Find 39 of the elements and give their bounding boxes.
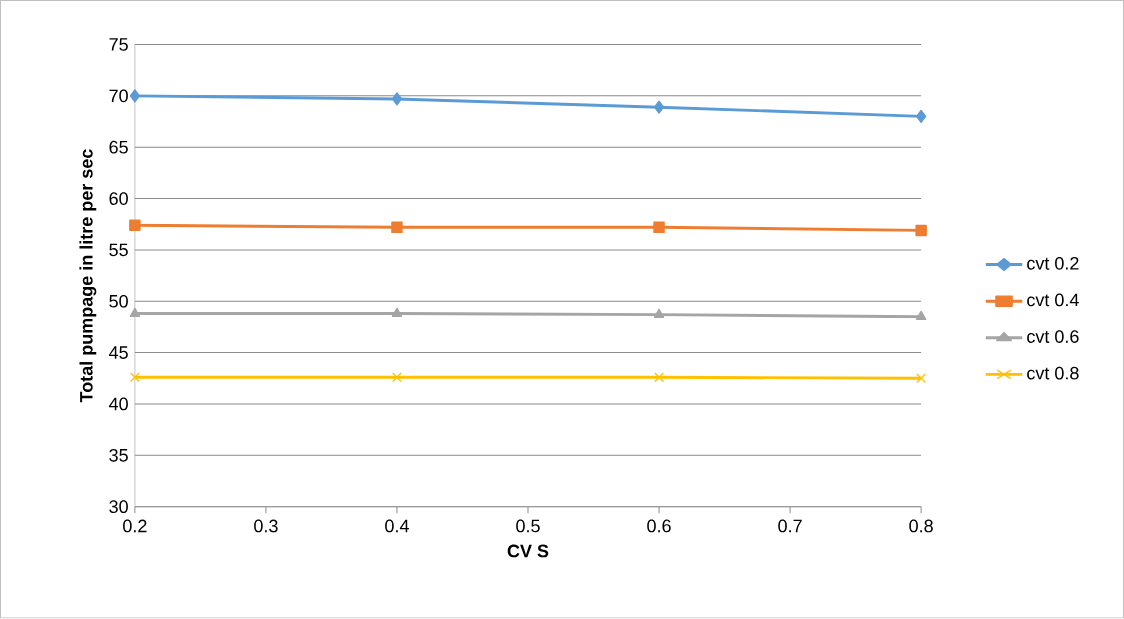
legend-label: cvt 0.4	[1027, 293, 1079, 307]
legend-label: cvt 0.2	[1027, 257, 1079, 270]
legend-label: cvt 0.8	[1027, 367, 1079, 380]
y-tick-label: 55	[109, 243, 128, 257]
point	[129, 307, 141, 318]
x-tick-label: 0.8	[909, 519, 933, 533]
point	[391, 221, 403, 234]
x-axis-title: CV S	[507, 544, 549, 558]
y-tick-label: 65	[109, 141, 128, 154]
point	[391, 307, 403, 318]
y-tick-label: 60	[109, 192, 128, 206]
point	[129, 372, 140, 383]
y-tick-label: 30	[109, 500, 128, 514]
point	[916, 373, 927, 384]
point	[915, 310, 927, 321]
x-tick-label: 0.7	[778, 519, 802, 533]
point	[653, 100, 665, 115]
y-axis-title: Total pumpage in litre per sec	[79, 149, 97, 403]
y-tick-label: 40	[109, 397, 128, 411]
y-tick-label: 70	[109, 89, 128, 103]
y-tick-label: 75	[109, 38, 128, 52]
legend-label: cvt 0.6	[1027, 330, 1079, 344]
point	[653, 221, 665, 234]
x-tick-label: 0.2	[123, 519, 147, 533]
x-tick-label: 0.5	[516, 519, 540, 533]
x-tick-label: 0.6	[647, 519, 671, 533]
point	[915, 224, 927, 237]
point	[392, 372, 402, 383]
y-tick-label: 35	[109, 449, 128, 462]
x-tick-label: 0.3	[254, 519, 278, 533]
point	[915, 109, 927, 124]
y-tick-label: 45	[109, 346, 128, 360]
point	[129, 89, 141, 103]
point	[653, 308, 665, 319]
point	[391, 92, 403, 106]
point	[654, 372, 664, 383]
x-tick-label: 0.4	[385, 519, 409, 533]
point	[129, 219, 141, 232]
y-tick-label: 50	[109, 295, 128, 308]
